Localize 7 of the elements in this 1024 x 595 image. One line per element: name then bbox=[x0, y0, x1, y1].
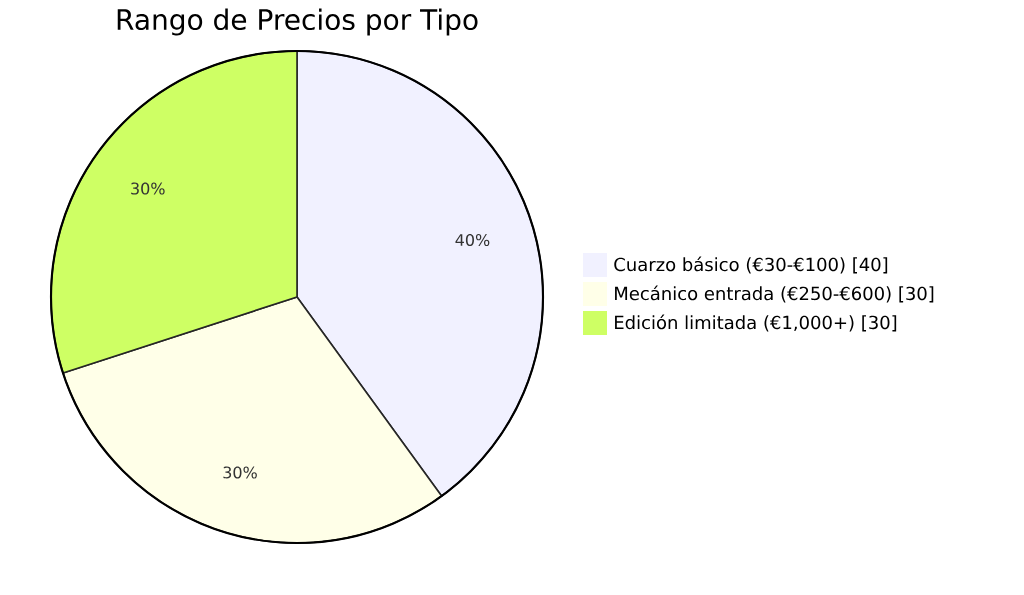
data-label: 30% bbox=[131, 182, 165, 195]
chart-title: Rango de Precios por Tipo bbox=[117, 8, 478, 36]
legend-label: Edición limitada (€1,000+) [30] bbox=[615, 314, 897, 332]
slice-label: Cuarzo básico (€30-€100) [40] bbox=[614, 256, 888, 274]
legend-label: Mecánico entrada (€250-€600) [30] bbox=[615, 285, 934, 303]
data-label: 40% bbox=[455, 233, 490, 247]
data-label: 30% bbox=[223, 466, 257, 479]
